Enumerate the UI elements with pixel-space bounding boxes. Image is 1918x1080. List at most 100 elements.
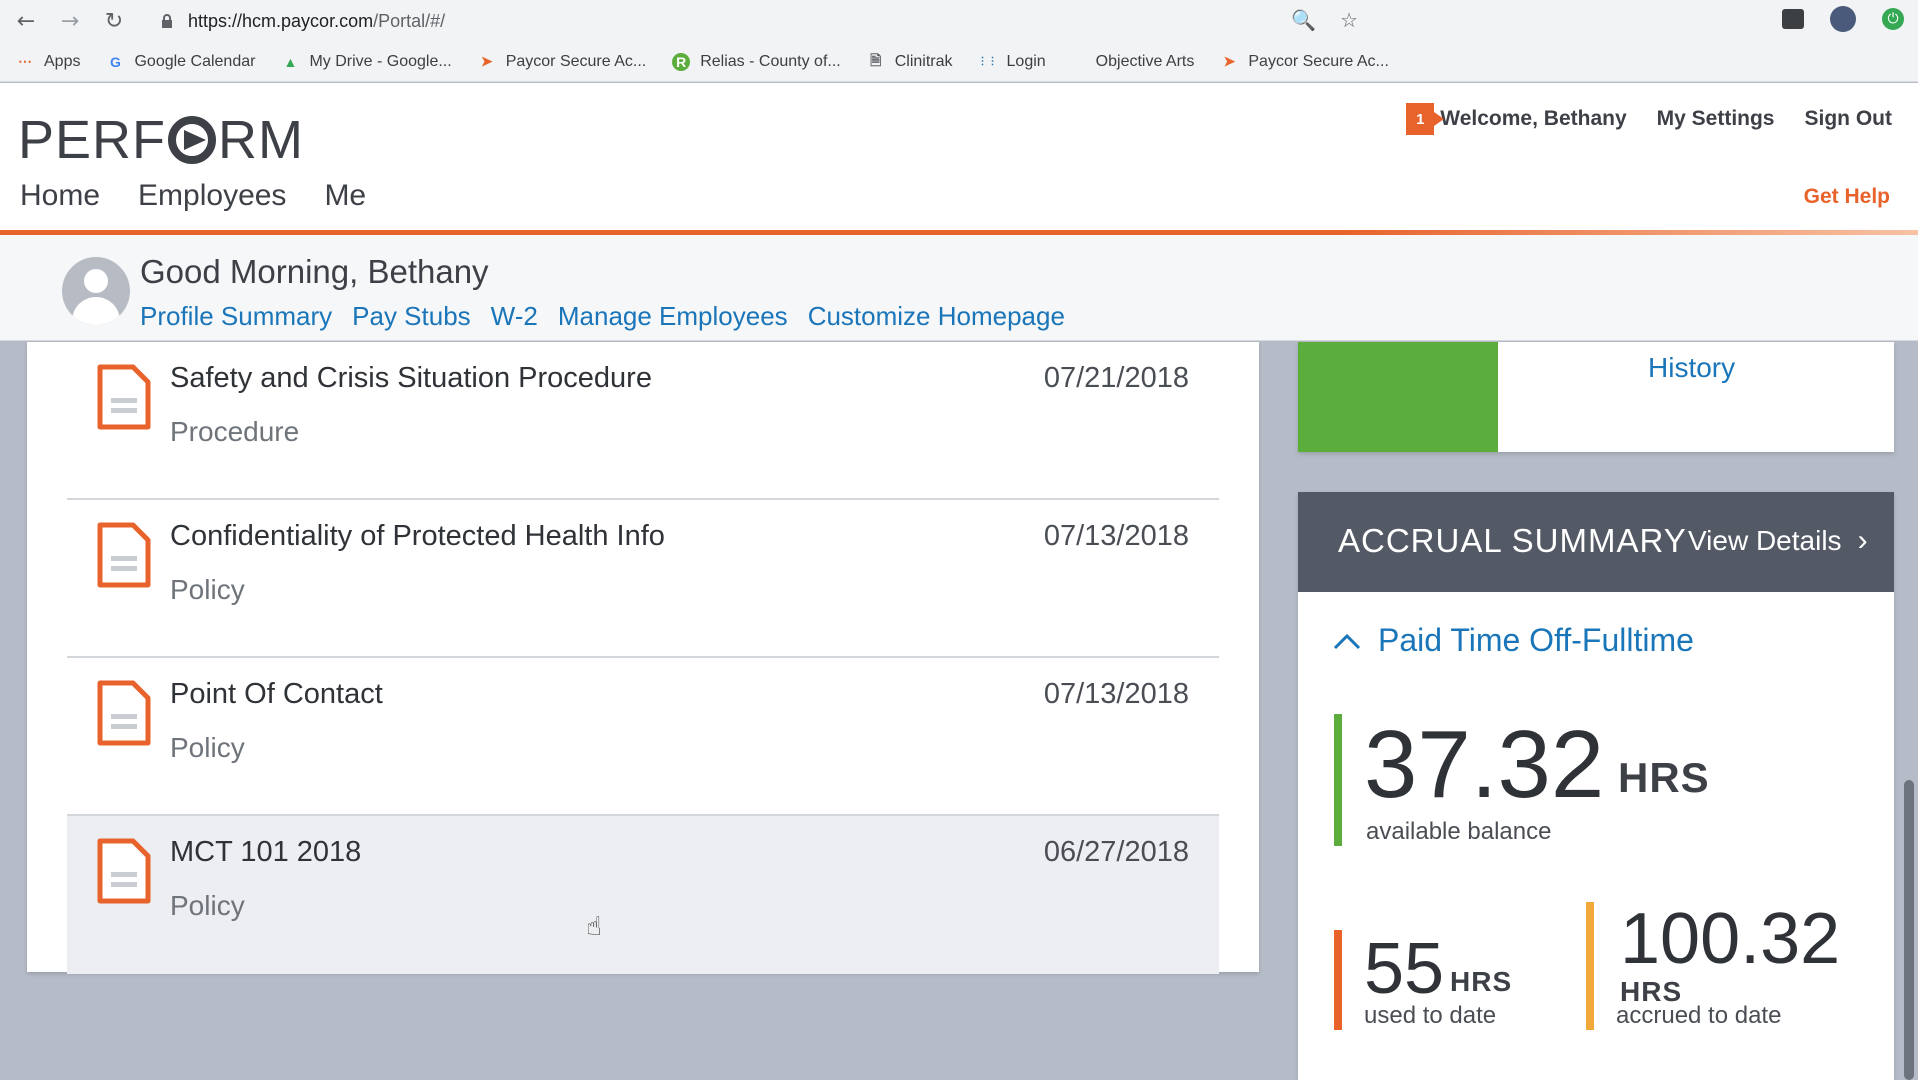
- forward-icon[interactable]: →: [60, 8, 80, 34]
- avatar-head: [84, 269, 108, 293]
- document-date: 07/13/2018: [1043, 520, 1189, 552]
- list-item[interactable]: Safety and Crisis Situation Procedure Pr…: [67, 342, 1219, 500]
- star-icon[interactable]: ☆: [1340, 8, 1358, 32]
- document-title[interactable]: Confidentiality of Protected Health Info: [170, 520, 665, 552]
- manage-employees-link[interactable]: Manage Employees: [557, 301, 788, 331]
- bookmark-google-calendar[interactable]: G Google Calendar: [106, 53, 255, 71]
- url-text: https://hcm.paycor.com/Portal/#/: [188, 10, 446, 31]
- accrued-label: accrued to date: [1616, 1002, 1782, 1029]
- list-item[interactable]: Confidentiality of Protected Health Info…: [67, 500, 1219, 658]
- my-settings-link[interactable]: My Settings: [1656, 107, 1775, 130]
- logo-play-icon: [168, 116, 217, 164]
- get-help-link[interactable]: Get Help: [1803, 185, 1890, 208]
- pay-stubs-link[interactable]: Pay Stubs: [352, 301, 471, 331]
- paycor-icon: ➤: [1223, 53, 1236, 69]
- paycor-icon: ➤: [480, 53, 493, 69]
- accrual-summary-card: ACCRUAL SUMMARY View Details › Paid Time …: [1298, 492, 1894, 1080]
- status-block: [1298, 342, 1498, 452]
- bookmark-relias[interactable]: R Relias - County of...: [672, 52, 841, 71]
- perform-logo[interactable]: PERF RM: [18, 110, 305, 170]
- notification-badge[interactable]: 1: [1406, 103, 1445, 135]
- view-details-link[interactable]: View Details ›: [1688, 524, 1868, 557]
- document-type: Policy: [170, 732, 245, 763]
- app-header: PERF RM Home Employees Me 1 Welcome, Beth…: [0, 83, 1918, 235]
- chevron-up-icon: [1333, 633, 1361, 649]
- relias-icon: R: [672, 52, 691, 71]
- sign-out-link[interactable]: Sign Out: [1804, 107, 1893, 130]
- document-type: Policy: [170, 574, 245, 605]
- bookmarks-bar: ⋯ Apps G Google Calendar ▲ My Drive - Googl…: [0, 42, 1918, 82]
- document-icon: [97, 838, 151, 904]
- used-label: used to date: [1364, 1002, 1497, 1029]
- document-date: 06/27/2018: [1043, 836, 1189, 868]
- list-item[interactable]: Point Of Contact Policy 07/13/2018: [67, 658, 1219, 816]
- greeting-text: Good Morning, Bethany: [140, 253, 489, 290]
- main-nav: Home Employees Me: [20, 179, 366, 213]
- hand-cursor-icon: ☝: [586, 912, 602, 942]
- welcome-text: Welcome, Bethany: [1440, 107, 1627, 130]
- drive-icon: ▲: [283, 53, 298, 70]
- history-link[interactable]: History: [1648, 352, 1736, 383]
- header-accent-bar: [0, 230, 1918, 235]
- available-balance-value: 37.32: [1364, 711, 1605, 818]
- document-type: Policy: [170, 890, 245, 921]
- extension-power-icon[interactable]: ⏻: [1882, 8, 1904, 30]
- accrual-header: ACCRUAL SUMMARY View Details ›: [1298, 492, 1894, 592]
- used-unit: HRS: [1450, 966, 1513, 997]
- customize-homepage-link[interactable]: Customize Homepage: [807, 301, 1065, 331]
- bookmark-paycor-1[interactable]: ➤ Paycor Secure Ac...: [478, 53, 646, 71]
- available-balance-bar: [1334, 714, 1342, 846]
- history-card: History: [1298, 342, 1894, 452]
- bookmark-apps[interactable]: ⋯ Apps: [18, 52, 81, 70]
- available-balance-unit: HRS: [1618, 754, 1710, 801]
- avatar-body: [72, 297, 120, 325]
- document-title[interactable]: MCT 101 2018: [170, 836, 362, 868]
- profile-avatar-icon[interactable]: [1830, 6, 1856, 32]
- back-icon[interactable]: ←: [16, 8, 36, 34]
- bookmark-clinitrak[interactable]: 🗎 Clinitrak: [867, 51, 952, 71]
- available-balance-label: available balance: [1366, 818, 1552, 845]
- nav-home[interactable]: Home: [20, 179, 101, 212]
- bookmark-objective-arts[interactable]: Objective Arts: [1095, 52, 1195, 70]
- bookmark-my-drive[interactable]: ▲ My Drive - Google...: [281, 53, 452, 71]
- document-title[interactable]: Safety and Crisis Situation Procedure: [170, 362, 652, 394]
- greeting-band: Good Morning, Bethany Profile Summary Pa…: [0, 235, 1918, 341]
- pto-plan-toggle[interactable]: Paid Time Off-Fulltime: [1332, 622, 1694, 659]
- lock-icon: [162, 14, 172, 28]
- list-item[interactable]: MCT 101 2018 Policy 06/27/2018: [67, 816, 1219, 974]
- user-links: 1 Welcome, Bethany My Settings Sign Out: [1406, 103, 1892, 135]
- accrued-unit: HRS: [1620, 976, 1683, 1007]
- profile-summary-link[interactable]: Profile Summary: [140, 301, 333, 331]
- cisco-icon: ⋮⋮: [977, 56, 998, 67]
- extension-icon[interactable]: [1782, 9, 1804, 29]
- bookmark-paycor-2[interactable]: ➤ Paycor Secure Ac...: [1220, 53, 1389, 71]
- reload-icon[interactable]: ↻: [104, 8, 124, 34]
- address-bar[interactable]: https://hcm.paycor.com/Portal/#/ 🔍 ☆: [146, 4, 1754, 38]
- document-date: 07/13/2018: [1043, 678, 1189, 710]
- avatar[interactable]: [62, 257, 130, 325]
- page-icon: 🗎: [870, 51, 882, 68]
- w2-link[interactable]: W-2: [490, 301, 538, 331]
- document-icon: [97, 680, 151, 746]
- document-icon: [97, 522, 151, 588]
- used-bar: [1334, 930, 1342, 1030]
- accrual-title: ACCRUAL SUMMARY: [1338, 522, 1687, 559]
- page-scrollbar[interactable]: [1904, 780, 1914, 1080]
- used-value: 55: [1364, 929, 1445, 1009]
- document-icon: [97, 364, 151, 430]
- document-date: 07/21/2018: [1043, 362, 1189, 394]
- zoom-icon[interactable]: 🔍: [1291, 8, 1317, 32]
- browser-toolbar: ← → ↻ https://hcm.paycor.com/Portal/#/ 🔍…: [0, 0, 1918, 42]
- documents-card: Safety and Crisis Situation Procedure Pr…: [27, 342, 1259, 974]
- bookmark-login[interactable]: ⋮⋮ Login: [977, 52, 1046, 70]
- google-icon: G: [110, 53, 121, 70]
- profile-links: Profile Summary Pay Stubs W-2 Manage Emp…: [140, 301, 1065, 332]
- nav-employees[interactable]: Employees: [138, 179, 287, 212]
- nav-me[interactable]: Me: [324, 179, 367, 212]
- document-type: Procedure: [170, 416, 300, 447]
- chevron-right-icon: ›: [1857, 524, 1868, 557]
- document-title[interactable]: Point Of Contact: [170, 678, 383, 710]
- accrued-bar: [1586, 902, 1594, 1030]
- apps-grid-icon: ⋯: [18, 53, 32, 69]
- accrued-value: 100.32: [1620, 899, 1841, 979]
